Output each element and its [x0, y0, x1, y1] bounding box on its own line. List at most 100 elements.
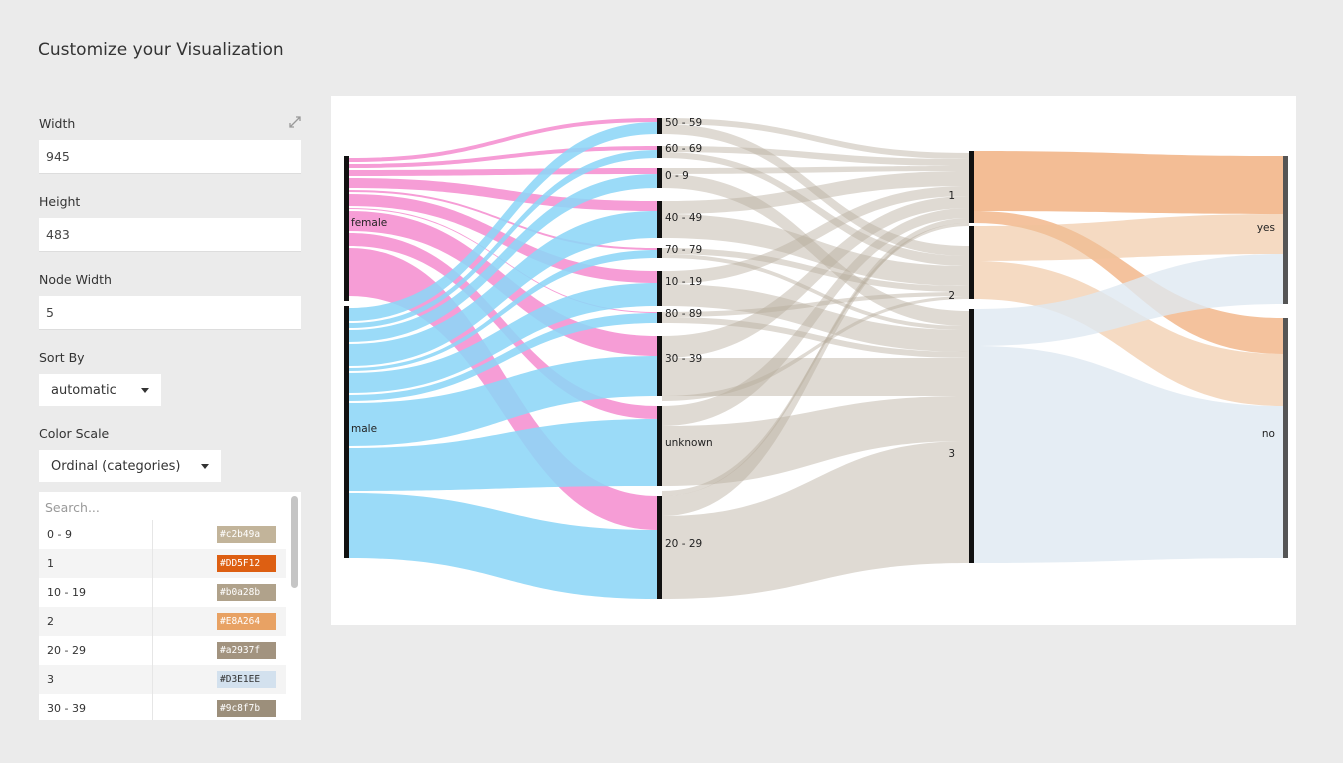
sankey-node[interactable] — [657, 336, 662, 396]
color-scale-dropdown[interactable]: Ordinal (categories) — [39, 450, 221, 482]
color-key: 20 - 29 — [39, 636, 153, 665]
sankey-node[interactable] — [969, 151, 974, 223]
sankey-link[interactable] — [349, 419, 657, 491]
sankey-link[interactable] — [662, 186, 969, 284]
color-key: 3 — [39, 665, 153, 694]
color-swatch[interactable]: #E8A264 — [217, 613, 276, 630]
sankey-node[interactable] — [657, 248, 662, 258]
sankey-node[interactable] — [657, 168, 662, 188]
sankey-link[interactable] — [349, 122, 657, 321]
color-swatch[interactable]: #a2937f — [217, 642, 276, 659]
sankey-link[interactable] — [662, 284, 969, 352]
color-swatch[interactable]: #9c8f7b — [217, 700, 276, 717]
color-search-input[interactable] — [39, 492, 287, 522]
sankey-link[interactable] — [974, 346, 1283, 563]
color-swatch[interactable]: #D3E1EE — [217, 671, 276, 688]
width-label: Width — [39, 116, 76, 131]
sankey-node[interactable] — [657, 312, 662, 323]
color-swatch[interactable]: #c2b49a — [217, 526, 276, 543]
sort-by-value: automatic — [51, 382, 117, 398]
sankey-link[interactable] — [349, 313, 657, 401]
sankey-node-label: 2 — [948, 290, 955, 302]
sankey-link[interactable] — [974, 254, 1283, 346]
sankey-chart: female male 50 - 59 60 - 69 0 - 9 40 - 49 70 -… — [331, 96, 1296, 625]
caret-down-icon — [201, 463, 209, 469]
sankey-link[interactable] — [349, 174, 657, 342]
sankey-link[interactable] — [662, 441, 969, 599]
sankey-link[interactable] — [662, 292, 969, 317]
sankey-node-label: 80 - 89 — [665, 308, 702, 320]
scrollbar-thumb[interactable] — [291, 496, 298, 588]
height-input[interactable] — [39, 218, 301, 252]
sankey-link[interactable] — [349, 150, 657, 328]
sankey-node[interactable] — [1283, 156, 1288, 304]
sankey-node-label: 30 - 39 — [665, 353, 702, 365]
sankey-node-label: 60 - 69 — [665, 143, 702, 155]
height-label: Height — [39, 194, 81, 209]
width-input[interactable] — [39, 140, 301, 174]
color-key: 1 — [39, 549, 153, 578]
sankey-link[interactable] — [662, 124, 969, 256]
sankey-node-label: male — [351, 423, 377, 435]
color-row: 3 #D3E1EE — [39, 665, 286, 694]
sankey-node-label: 70 - 79 — [665, 244, 702, 256]
sankey-link[interactable] — [974, 214, 1283, 261]
sankey-link[interactable] — [349, 118, 657, 162]
sankey-link[interactable] — [662, 166, 969, 174]
sankey-node-label: 50 - 59 — [665, 117, 702, 129]
sankey-link[interactable] — [974, 261, 1283, 406]
sankey-link[interactable] — [662, 174, 969, 326]
color-swatch[interactable]: #b0a28b — [217, 584, 276, 601]
expand-arrows-icon[interactable] — [288, 115, 302, 129]
sankey-node[interactable] — [344, 156, 349, 301]
sankey-node[interactable] — [344, 306, 349, 558]
sankey-link[interactable] — [349, 168, 657, 176]
node-width-input[interactable] — [39, 296, 301, 330]
sankey-node[interactable] — [969, 226, 974, 299]
sankey-node-label: 1 — [948, 190, 955, 202]
sankey-node-label: 3 — [948, 448, 955, 460]
sankey-node[interactable] — [657, 146, 662, 158]
sankey-node-label: no — [1262, 428, 1275, 440]
sankey-link[interactable] — [662, 248, 969, 292]
sankey-link[interactable] — [662, 146, 969, 166]
sankey-link[interactable] — [349, 283, 657, 393]
sankey-link[interactable] — [349, 233, 657, 419]
sankey-link[interactable] — [662, 254, 969, 330]
sankey-node[interactable] — [1283, 318, 1288, 558]
color-row: 10 - 19 #b0a28b — [39, 578, 286, 607]
sankey-node-label: 10 - 19 — [665, 276, 702, 288]
color-scale-label: Color Scale — [39, 426, 110, 441]
sankey-link[interactable] — [974, 151, 1283, 214]
sankey-link[interactable] — [662, 223, 969, 496]
color-swatch[interactable]: #DD5F12 — [217, 555, 276, 572]
sankey-node-label: 20 - 29 — [665, 538, 702, 550]
sankey-link[interactable] — [662, 214, 969, 286]
sankey-link[interactable] — [349, 356, 657, 446]
sankey-node[interactable] — [657, 201, 662, 238]
sankey-link[interactable] — [662, 208, 969, 426]
color-row: 20 - 29 #a2937f — [39, 636, 286, 665]
sort-by-dropdown[interactable]: automatic — [39, 374, 161, 406]
sankey-link[interactable] — [349, 250, 657, 371]
sankey-link[interactable] — [349, 493, 657, 599]
sankey-link[interactable] — [662, 396, 969, 486]
sankey-link[interactable] — [662, 152, 969, 266]
sankey-node[interactable] — [657, 406, 662, 486]
color-key: 0 - 9 — [39, 520, 153, 549]
caret-down-icon — [141, 387, 149, 393]
sankey-link[interactable] — [662, 118, 969, 159]
sankey-node[interactable] — [969, 309, 974, 563]
sankey-link[interactable] — [662, 296, 969, 401]
sankey-node[interactable] — [657, 271, 662, 306]
sankey-link[interactable] — [349, 211, 657, 366]
sankey-link[interactable] — [662, 218, 969, 516]
sankey-link[interactable] — [662, 317, 969, 358]
sankey-node-label: yes — [1257, 222, 1275, 234]
sankey-link[interactable] — [662, 196, 969, 358]
sankey-link[interactable] — [662, 171, 969, 214]
sankey-node[interactable] — [657, 118, 662, 134]
node-width-label: Node Width — [39, 272, 112, 287]
sankey-node[interactable] — [657, 496, 662, 599]
sankey-link[interactable] — [662, 358, 969, 396]
